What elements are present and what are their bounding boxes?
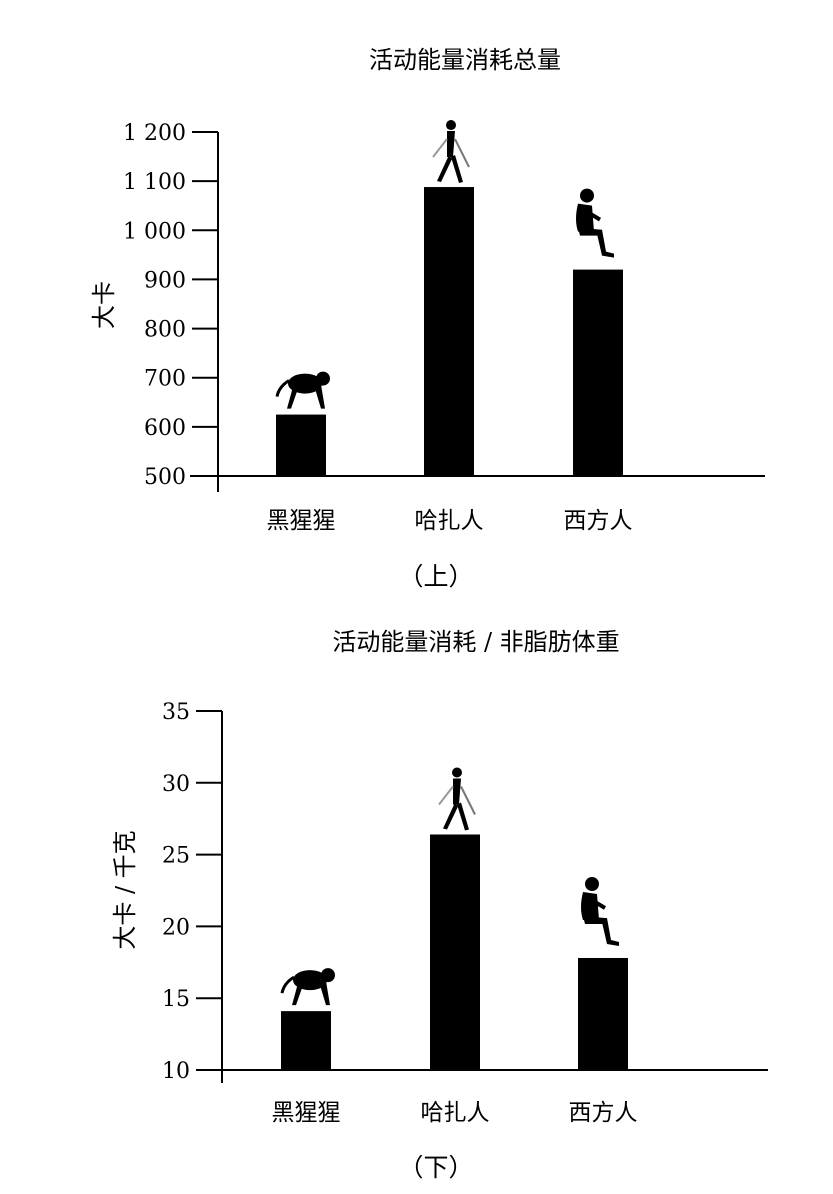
chart-bottom-ticks: 10 15 20 25 30 35 <box>162 700 222 1084</box>
chart-top-icons <box>275 120 614 409</box>
chart-top-category-label: 黑猩猩 <box>267 508 336 534</box>
chart-bottom-chimpanzee-icon <box>280 968 335 1006</box>
chart-bottom: 活动能量消耗 / 非脂肪体重 大卡 / 千克 10 15 20 25 30 35 黑猩猩 哈… <box>111 628 768 1182</box>
chart-bottom-walking-person-icon <box>438 767 476 831</box>
chart-top-ytick-label: 1 100 <box>123 170 186 195</box>
chart-top-seated-person-icon <box>576 188 614 258</box>
chart-top-bar <box>424 187 474 477</box>
chart-top-title: 活动能量消耗总量 <box>369 46 561 74</box>
chart-top-ytick-label: 700 <box>144 367 186 392</box>
chart-top-chimpanzee-icon <box>275 371 330 409</box>
chart-bottom-categories: 黑猩猩 哈扎人 西方人 <box>272 1100 638 1126</box>
chart-bottom-bar <box>578 957 628 1070</box>
chart-top-category-label: 哈扎人 <box>415 508 484 534</box>
chart-bottom-ytick-label: 35 <box>162 700 190 725</box>
chart-top-ytick-label: 900 <box>144 268 186 293</box>
chart-top-category-label: 西方人 <box>564 508 633 534</box>
chart-top-walking-person-icon <box>432 120 470 184</box>
chart-bottom-ylabel: 大卡 / 千克 <box>111 830 139 949</box>
chart-top-bars <box>276 187 623 477</box>
chart-top-bar <box>276 414 326 476</box>
chart-top-ticks: 500 600 700 800 900 1 000 1 100 1 200 <box>123 121 218 490</box>
chart-bottom-ytick-label: 30 <box>162 772 190 797</box>
chart-top-caption: （上） <box>398 562 473 591</box>
chart-top-ytick-label: 600 <box>144 416 186 441</box>
chart-top: 活动能量消耗总量 大卡 500 600 700 800 900 1 000 1 100 1 2… <box>90 46 765 591</box>
chart-bottom-category-label: 西方人 <box>569 1100 638 1126</box>
chart-top-categories: 黑猩猩 哈扎人 西方人 <box>267 508 633 534</box>
chart-bottom-title: 活动能量消耗 / 非脂肪体重 <box>332 628 619 656</box>
chart-top-ytick-label: 800 <box>144 318 186 343</box>
chart-top-ylabel: 大卡 <box>90 281 118 329</box>
chart-bottom-icons <box>280 767 619 1006</box>
chart-bottom-category-label: 哈扎人 <box>421 1100 490 1126</box>
chart-top-bar <box>573 269 623 476</box>
chart-bottom-category-label: 黑猩猩 <box>272 1100 341 1126</box>
chart-bottom-bar <box>430 834 480 1070</box>
chart-bottom-bar <box>281 1011 331 1070</box>
chart-top-ytick-label: 1 000 <box>123 219 186 244</box>
chart-bottom-caption: （下） <box>398 1153 473 1182</box>
chart-bottom-ytick-label: 25 <box>162 844 190 869</box>
chart-bottom-seated-person-icon <box>581 876 619 946</box>
chart-bottom-ytick-label: 20 <box>162 915 190 940</box>
chart-bottom-bars <box>281 834 628 1070</box>
chart-bottom-ytick-label: 10 <box>162 1059 190 1084</box>
chart-top-ytick-label: 500 <box>144 465 186 490</box>
chart-top-ytick-label: 1 200 <box>123 121 186 146</box>
chart-bottom-ytick-label: 15 <box>162 987 190 1012</box>
